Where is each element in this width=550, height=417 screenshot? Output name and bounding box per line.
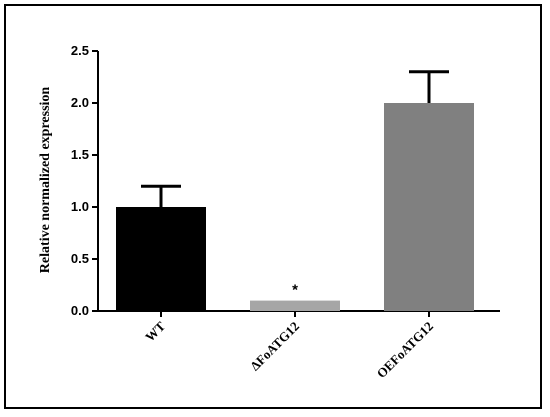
bar-2: [250, 300, 340, 311]
bar-3: [384, 103, 474, 311]
bar-1: [116, 207, 206, 311]
x-axis: WT ΔFoATG12 OEFoATG12: [98, 310, 500, 382]
bars: *: [116, 70, 474, 311]
y-tick-label: 0.0: [71, 303, 89, 318]
significance-marker: *: [292, 282, 298, 299]
y-axis: 0.0 0.5 1.0 1.5 2.0 2.5: [71, 43, 99, 318]
y-axis-title: Relative normalized expression: [38, 87, 53, 274]
y-tick-label: 2.0: [71, 95, 89, 110]
y-tick-label: 1.5: [71, 147, 89, 162]
x-tick-label: WT: [142, 318, 168, 344]
y-tick-label: 1.0: [71, 199, 89, 214]
x-tick-label: ΔFoATG12: [247, 319, 302, 374]
x-tick-label: OEFoATG12: [374, 319, 437, 382]
y-tick-label: 0.5: [71, 251, 89, 266]
y-tick-label: 2.5: [71, 43, 89, 58]
